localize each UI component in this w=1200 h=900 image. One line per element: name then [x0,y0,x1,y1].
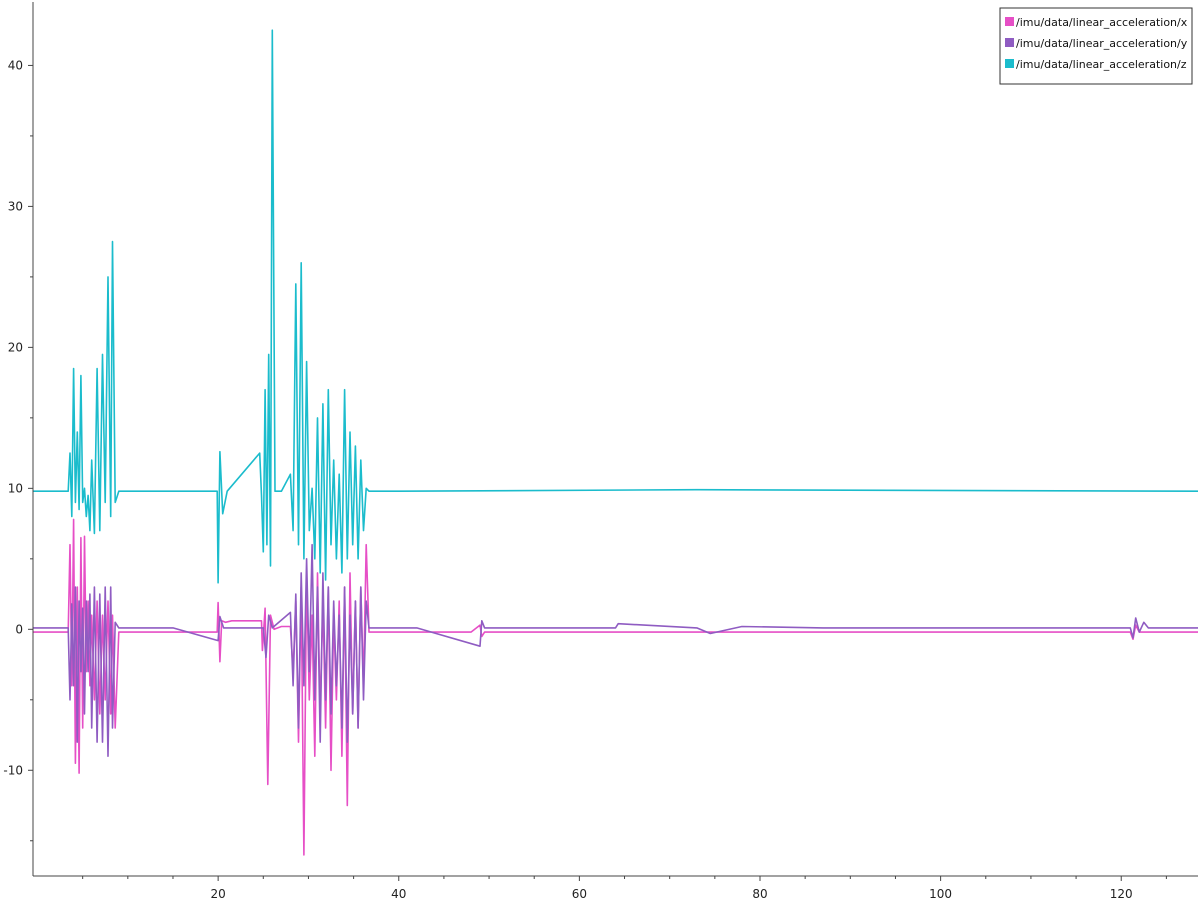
x-tick-label: 60 [572,887,587,900]
y-tick-label: 10 [8,481,23,495]
series-layer [33,29,1199,856]
legend-label: /imu/data/linear_acceleration/z [1016,58,1187,71]
x-ticks: 20 40 60 80 100 120 [82,876,1167,900]
legend-swatch [1005,17,1014,26]
axes: -10 0 10 20 30 40 20 40 60 80 100 120 [3,2,1198,900]
x-tick-label: 80 [752,887,767,900]
legend-items: /imu/data/linear_acceleration/x/imu/data… [1005,16,1188,71]
series-line-y [33,543,1198,758]
y-tick-label: 40 [8,58,23,72]
series-line-z [33,29,1199,584]
y-tick-label: 20 [8,340,23,354]
legend-swatch [1005,59,1014,68]
series-line-x [33,518,1198,856]
x-tick-label: 20 [210,887,225,900]
x-tick-label: 100 [929,887,952,900]
y-tick-label: 30 [8,199,23,213]
y-ticks: -10 0 10 20 30 40 [3,58,33,842]
x-tick-label: 120 [1110,887,1133,900]
legend-label: /imu/data/linear_acceleration/x [1016,16,1188,29]
x-tick-label: 40 [391,887,406,900]
y-tick-label: 0 [15,622,23,636]
y-tick-label: -10 [3,763,23,777]
legend-swatch [1005,38,1014,47]
legend-label: /imu/data/linear_acceleration/y [1016,37,1188,50]
legend: /imu/data/linear_acceleration/x/imu/data… [999,7,1193,85]
legend-box [999,7,1193,85]
